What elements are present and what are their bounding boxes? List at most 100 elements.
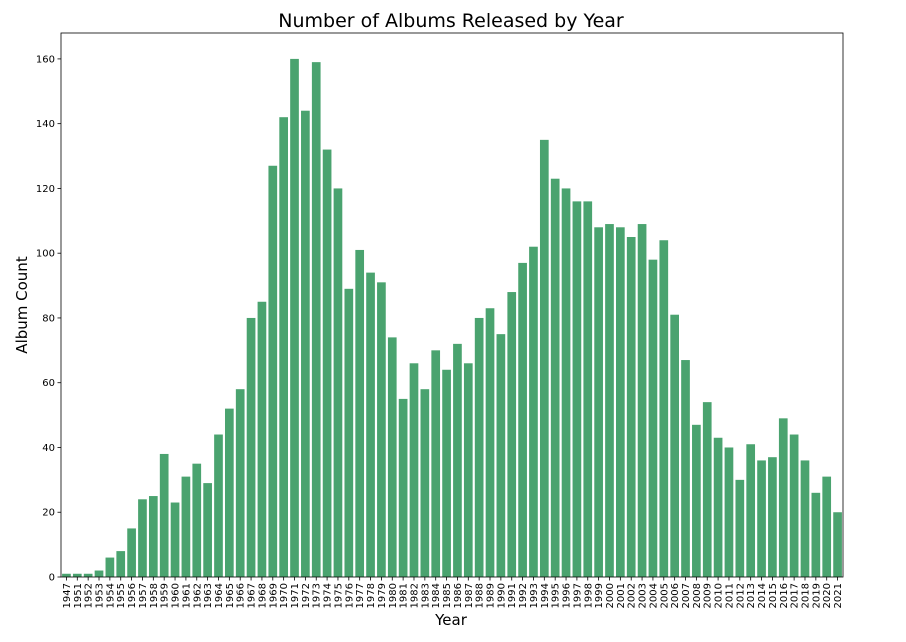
bar-1957 (138, 499, 147, 577)
x-tick-label-1966: 1966 (236, 583, 247, 608)
x-tick-label-1979: 1979 (377, 583, 388, 608)
bar-2006 (670, 314, 679, 577)
y-tick-label-100: 100 (36, 249, 55, 260)
x-tick-label-1963: 1963 (203, 583, 214, 608)
bar-1982 (409, 363, 419, 577)
x-tick-label-1995: 1995 (551, 583, 562, 608)
bar-1999 (594, 227, 603, 578)
x-tick-label-1970: 1970 (279, 583, 290, 608)
bar-1990 (496, 334, 506, 577)
x-tick-label-2003: 2003 (638, 583, 649, 608)
bar-2003 (637, 224, 647, 578)
y-tick-label-80: 80 (42, 313, 55, 324)
bar-1995 (550, 178, 560, 577)
x-tick-label-1988: 1988 (475, 583, 486, 608)
bar-2015 (768, 457, 777, 577)
bar-1992 (518, 262, 527, 577)
bar-1986 (453, 343, 462, 577)
x-tick-label-2007: 2007 (681, 583, 692, 608)
bar-2012 (735, 479, 745, 577)
bar-2005 (659, 240, 669, 578)
bar-2019 (811, 492, 821, 577)
x-tick-label-2010: 2010 (714, 583, 725, 608)
bar-1951 (72, 573, 82, 577)
bar-1993 (529, 246, 538, 577)
bar-1955 (116, 551, 126, 577)
x-tick-label-1973: 1973 (312, 583, 323, 608)
x-tick-label-2004: 2004 (648, 583, 659, 608)
x-tick-label-1987: 1987 (464, 583, 475, 608)
x-tick-label-1999: 1999 (594, 583, 605, 608)
y-tick-label-20: 20 (42, 508, 55, 519)
x-tick-label-2018: 2018 (800, 583, 811, 608)
x-tick-label-1957: 1957 (138, 583, 149, 608)
x-tick-label-2005: 2005 (659, 583, 670, 608)
x-tick-label-1953: 1953 (95, 583, 106, 608)
bar-2018 (800, 460, 810, 577)
x-tick-label-1984: 1984 (431, 583, 442, 608)
x-tick-label-2017: 2017 (790, 583, 801, 608)
bar-1989 (485, 308, 495, 577)
bar-1984 (431, 350, 441, 577)
bar-2008 (692, 424, 701, 577)
bar-1973 (311, 62, 321, 577)
bar-1956 (127, 528, 136, 577)
x-tick-label-1962: 1962 (192, 583, 203, 608)
x-tick-label-1990: 1990 (496, 583, 507, 608)
y-tick-label-160: 160 (36, 54, 55, 65)
x-tick-label-1964: 1964 (214, 583, 225, 608)
x-tick-label-2001: 2001 (616, 583, 627, 608)
x-tick-label-1968: 1968 (257, 583, 268, 608)
bar-1974 (322, 149, 332, 577)
bar-2014 (757, 460, 766, 577)
bar-1980 (387, 337, 397, 577)
y-tick-label-60: 60 (42, 378, 55, 389)
bar-1987 (463, 363, 473, 577)
bar-2020 (822, 476, 832, 577)
y-tick-label-120: 120 (36, 184, 55, 195)
x-tick-label-1980: 1980 (388, 583, 399, 608)
bar-1959 (159, 453, 169, 577)
bar-1952 (83, 573, 93, 577)
bar-1964 (214, 434, 223, 577)
x-tick-label-2008: 2008 (692, 583, 703, 608)
x-tick-label-2009: 2009 (703, 583, 714, 608)
y-tick-label-0: 0 (49, 573, 55, 584)
x-tick-label-1959: 1959 (160, 583, 171, 608)
bar-2001 (616, 227, 625, 578)
x-tick-label-1971: 1971 (290, 583, 301, 608)
x-tick-label-1977: 1977 (355, 583, 366, 608)
bars-group (62, 58, 842, 578)
bar-2011 (724, 447, 734, 577)
x-tick-label-1983: 1983 (420, 583, 431, 608)
x-tick-label-1989: 1989 (486, 583, 497, 608)
bar-1969 (268, 165, 278, 577)
bar-1988 (474, 317, 484, 577)
bar-1981 (398, 398, 408, 577)
x-axis-title: Year (434, 611, 468, 629)
x-tick-label-1952: 1952 (84, 583, 95, 608)
bar-1966 (235, 389, 245, 577)
bar-1979 (377, 282, 386, 577)
x-tick-label-1978: 1978 (366, 583, 377, 608)
bar-1976 (344, 288, 354, 577)
x-tick-label-2011: 2011 (724, 583, 735, 608)
x-tick-label-1967: 1967 (247, 583, 258, 608)
y-axis-title: Album Count (13, 256, 31, 354)
x-tick-label-1998: 1998 (583, 583, 594, 608)
x-tick-label-1958: 1958 (149, 583, 160, 608)
x-axis-ticks: 1947 1951 1952 1953 1954 1955 1956 1957 1958 1959… (62, 577, 844, 608)
bar-1953 (94, 570, 104, 577)
bar-1983 (420, 389, 430, 577)
bar-1963 (203, 483, 212, 577)
bar-1965 (225, 408, 234, 577)
bar-2007 (681, 360, 690, 577)
bar-2000 (605, 224, 614, 578)
x-tick-label-1981: 1981 (399, 583, 410, 608)
x-tick-label-1975: 1975 (333, 583, 344, 608)
x-tick-label-1954: 1954 (105, 583, 116, 608)
chart-title: Number of Albums Released by Year (278, 10, 624, 32)
bar-1947 (62, 573, 71, 577)
x-tick-label-2006: 2006 (670, 583, 681, 608)
x-tick-label-1993: 1993 (529, 583, 540, 608)
